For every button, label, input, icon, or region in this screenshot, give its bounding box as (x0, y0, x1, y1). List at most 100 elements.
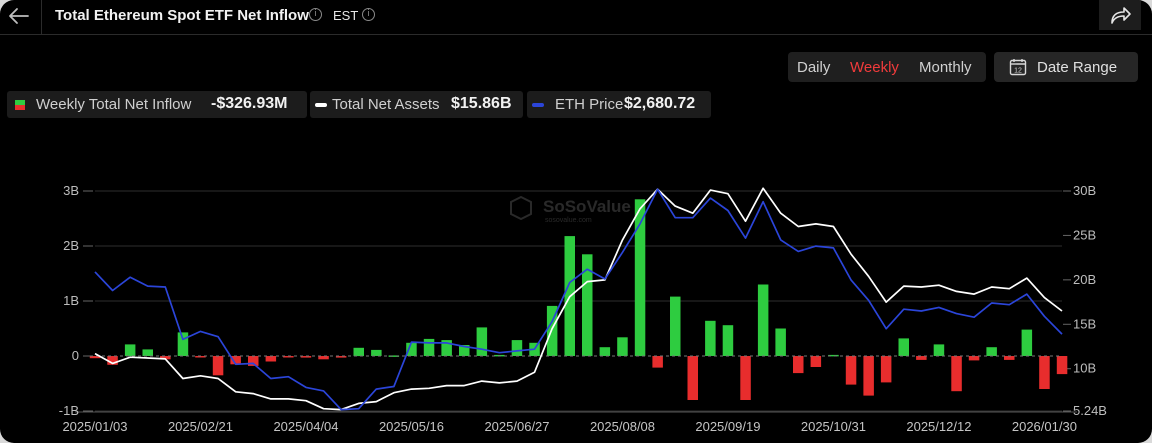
net-assets-line (94, 187, 1063, 411)
calendar-icon: 12 (1009, 59, 1027, 76)
inflow-bar (933, 344, 945, 356)
title-info-icon[interactable]: i (309, 8, 322, 21)
inflow-bar (863, 356, 874, 396)
inflow-bar (705, 320, 716, 356)
page-title: Total Ethereum Spot ETF Net Inflow (55, 7, 309, 24)
inflow-bar (652, 356, 663, 368)
inflow-bar (248, 356, 259, 366)
back-arrow-icon[interactable] (6, 5, 30, 27)
timezone-label: EST (333, 8, 359, 23)
header-divider (41, 0, 42, 34)
watermark-brand: SoSoValue (543, 197, 631, 216)
inflow-bar (687, 356, 698, 400)
inflow-bar (845, 356, 857, 385)
inflow-bar (986, 347, 997, 356)
date-range-button[interactable]: 12 Date Range (994, 52, 1138, 82)
inflow-bar (371, 349, 382, 356)
left-tick-label: 0 (72, 348, 79, 363)
legend-price-value: $2,680.72 (624, 95, 696, 112)
right-tick-label: 30B (1073, 183, 1096, 198)
inflow-bar (1039, 356, 1050, 389)
inflow-bar (916, 356, 927, 360)
right-tick-label: 10B (1073, 361, 1096, 376)
x-tick-label: 2025/01/03 (62, 419, 127, 434)
x-tick-label: 2025/10/31 (801, 419, 866, 434)
inflow-bar (828, 354, 839, 357)
left-tick-label: -1B (59, 403, 79, 418)
white-line-swatch-icon (315, 103, 327, 107)
period-daily-tab[interactable]: Daily (797, 59, 831, 76)
inflow-bar (459, 345, 470, 356)
share-button[interactable] (1099, 0, 1141, 30)
inflow-bar (617, 337, 628, 356)
inflow-bar (722, 325, 734, 356)
left-tick-label: 1B (63, 293, 79, 308)
period-monthly-tab[interactable]: Monthly (919, 59, 972, 76)
right-tick-label: 15B (1073, 316, 1096, 331)
inflow-bar (318, 356, 329, 360)
legend-inflow[interactable]: Weekly Total Net Inflow -$326.93M (7, 91, 307, 118)
inflow-bar (388, 355, 400, 357)
inflow-bar (1021, 329, 1033, 356)
inflow-bar (511, 340, 523, 356)
inflow-bar (124, 344, 136, 356)
right-tick-label: 25B (1073, 227, 1096, 242)
inflow-bars (89, 199, 1068, 400)
inflow-bar (160, 356, 171, 360)
inflow-bar (230, 356, 241, 365)
x-tick-label: 2025/02/21 (168, 419, 233, 434)
inflow-bar (740, 356, 751, 400)
x-tick-label: 2025/09/19 (695, 419, 760, 434)
inflow-bar (107, 356, 118, 365)
inflow-bar (142, 349, 153, 356)
inflow-bar (810, 356, 822, 367)
inflow-bar (775, 328, 786, 356)
eth-price-line (94, 188, 1063, 411)
left-tick-label: 3B (63, 183, 79, 198)
inflow-bar (1004, 356, 1015, 360)
inflow-bar (335, 356, 347, 358)
inflow-bar (89, 356, 101, 359)
inflow-bar (406, 342, 417, 356)
inflow-bar (300, 356, 312, 358)
inflow-bar (1056, 356, 1068, 375)
legend-price[interactable]: ETH Price $2,680.72 (527, 91, 711, 118)
left-axis: 3B 2B 1B 0 -1B (59, 183, 93, 418)
inflow-bar (880, 356, 892, 383)
x-tick-label: 2025/05/16 (379, 419, 444, 434)
inflow-bar (793, 356, 804, 374)
legend-assets[interactable]: Total Net Assets $15.86B (310, 91, 523, 118)
date-range-label: Date Range (1037, 59, 1118, 76)
x-axis: 2025/01/03 2025/02/21 2025/04/04 2025/05/16… (62, 419, 1076, 434)
inflow-bar (476, 327, 488, 356)
inflow-bar (283, 356, 294, 358)
inflow-bar (195, 356, 206, 358)
inflow-bar (353, 347, 364, 357)
inflow-bar (634, 199, 646, 357)
grid-lines (75, 190, 1077, 413)
inflow-bar (951, 356, 962, 392)
inflow-bar (599, 347, 611, 356)
watermark: SoSoValue sosovalue.com (510, 195, 631, 224)
x-tick-label: 2025/06/27 (484, 419, 549, 434)
right-tick-label: 20B (1073, 272, 1096, 287)
legend-assets-label: Total Net Assets (332, 96, 440, 113)
x-tick-label: 2025/08/08 (590, 419, 655, 434)
inflow-bar (582, 254, 593, 357)
x-tick-label: 2026/01/30 (1012, 419, 1077, 434)
inflow-bar (212, 356, 224, 376)
timezone-info-icon[interactable]: i (362, 8, 375, 21)
watermark-site: sosovalue.com (545, 217, 592, 224)
x-tick-label: 2025/04/04 (273, 419, 338, 434)
inflow-bar (968, 356, 980, 361)
period-weekly-tab[interactable]: Weekly (850, 59, 899, 76)
inflow-bar (670, 296, 681, 356)
inflow-bar (441, 340, 452, 356)
legend-assets-value: $15.86B (451, 95, 512, 112)
inflow-bar (177, 332, 189, 356)
header-bar: Total Ethereum Spot ETF Net Inflow i EST… (0, 0, 1152, 35)
sosovalue-logo-icon (510, 195, 532, 221)
x-tick-label: 2025/12/12 (906, 419, 971, 434)
legend-inflow-value: -$326.93M (211, 95, 288, 112)
inflow-chart[interactable]: SoSoValue sosovalue.com 3B 2B 1B 0 -1B 30B 25… (0, 170, 1152, 443)
